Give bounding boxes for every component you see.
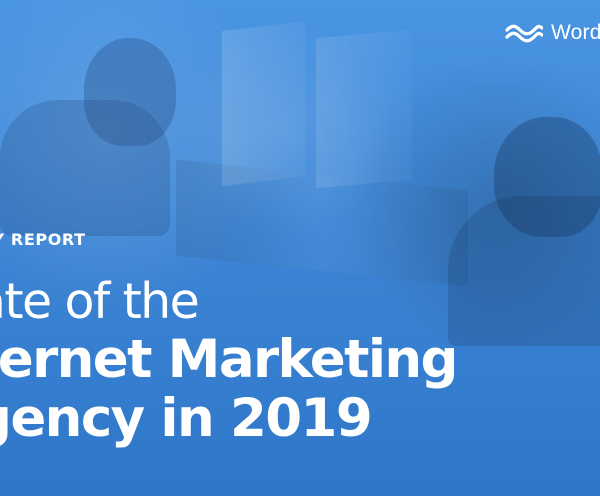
report-title: ate of the ternet Marketing gency in 201… bbox=[0, 273, 458, 449]
report-label: TRY REPORT bbox=[0, 230, 86, 249]
report-title-line-2: ternet Marketing bbox=[0, 329, 458, 390]
background-monitor-right bbox=[316, 29, 412, 189]
background-desk bbox=[176, 159, 468, 287]
wave-logo-icon bbox=[505, 24, 543, 43]
report-title-line-3: gency in 2019 bbox=[0, 388, 373, 449]
background-monitor bbox=[222, 20, 306, 187]
background-person-right-head bbox=[494, 117, 600, 237]
background-person-right-body bbox=[448, 196, 600, 346]
brand-logo: Word bbox=[505, 22, 600, 44]
background-person-left-head bbox=[84, 38, 176, 146]
report-title-line-1: ate of the bbox=[0, 273, 200, 330]
background-person-left-body bbox=[0, 100, 170, 236]
brand-name: Word bbox=[551, 21, 600, 44]
